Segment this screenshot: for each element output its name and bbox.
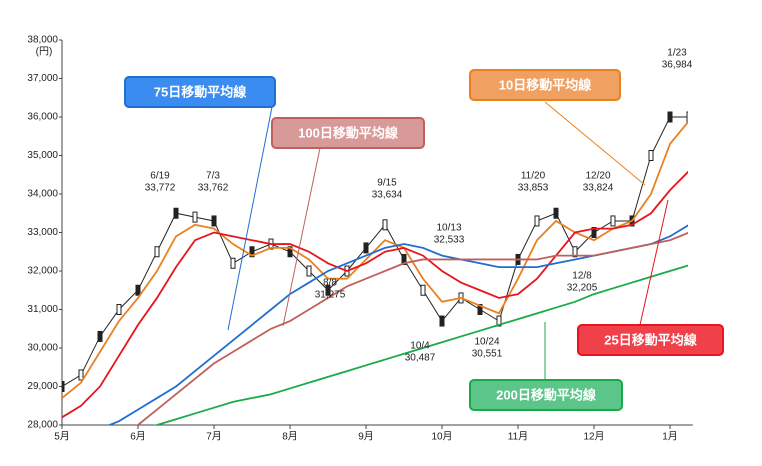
price-candle [496,315,502,327]
y-tick-label: 30,000 [27,343,58,354]
legend-label: 100日移動平均線 [298,125,399,140]
annotation-value: 30,551 [472,349,503,360]
price-candle [230,257,236,269]
price-candle [287,246,293,258]
annotation-date: 6/19 [150,171,170,182]
price-candle [610,215,616,227]
x-tick-label: 6月 [130,431,146,443]
price-candle [534,215,540,227]
annotation-value: 32,533 [434,235,465,246]
annotation-date: 10/13 [436,223,461,234]
x-tick-label: 9月 [358,431,374,443]
annotation-value: 31,275 [315,290,346,301]
legend-box: 10日移動平均線 [469,69,621,101]
y-tick-label: 38,000 [27,35,58,46]
annotation-value: 33,824 [583,183,614,194]
legend-box: 25日移動平均線 [577,324,724,356]
ma-line [107,224,688,425]
x-tick-label: 11月 [508,431,528,443]
y-tick-label: 36,000 [27,112,58,123]
y-tick-label: 35,000 [27,150,58,161]
annotation-date: 11/20 [521,171,546,182]
annotation-value: 36,984 [662,60,693,71]
ma-line [153,264,688,425]
price-candle [686,111,688,123]
price-candle [591,227,597,238]
y-tick-label: 32,000 [27,266,58,277]
price-candle [420,284,426,296]
price-line [62,116,688,387]
price-candle [211,215,217,227]
ma-line [62,120,688,399]
price-candle [363,242,369,254]
annotation-value: 33,853 [518,183,549,194]
leader-line [639,199,669,326]
y-tick-label: 34,000 [27,189,58,200]
x-tick-label: 8月 [282,431,298,443]
leader-line [544,101,646,186]
annotation-value: 32,205 [567,283,598,294]
price-candle [192,211,198,223]
legend-box: 75日移動平均線 [124,76,276,108]
legend-label: 75日移動平均線 [154,84,247,99]
legend-box-bg [469,379,623,411]
price-candle [325,284,331,296]
annotation-date: 10/24 [474,337,499,348]
plot-area [62,111,688,425]
x-tick-label: 1月 [662,431,678,443]
price-candle [439,315,445,327]
price-candle [572,246,578,258]
legend-label: 10日移動平均線 [499,77,592,92]
ma-line [136,231,688,425]
leader-line [282,147,321,327]
price-candle [382,219,388,231]
legend-box-bg [469,69,621,101]
legend-box: 100日移動平均線 [271,117,425,149]
legend-box-bg [124,76,276,108]
price-candle [667,111,673,123]
price-candle [249,246,255,258]
annotation-date: 1/23 [667,48,687,59]
y-unit: (円) [36,47,53,58]
price-candle [116,304,122,315]
legend-box-bg [271,117,425,149]
annotation-date: 12/8 [572,271,592,282]
price-candle [154,246,160,258]
price-candle [97,330,103,342]
price-candle [477,304,483,315]
y-tick-label: 31,000 [27,304,58,315]
x-tick-label: 10月 [431,431,452,443]
annotation-date: 7/3 [206,171,220,182]
price-candle [78,369,84,381]
x-tick-label: 5月 [54,431,70,443]
y-tick-label: 37,000 [27,73,58,84]
ma-line [62,170,688,419]
y-tick-label: 29,000 [27,381,58,392]
price-candle [62,381,65,392]
price-candle [173,207,179,219]
annotation-date: 12/20 [585,171,610,182]
annotation-value: 30,487 [405,353,436,364]
price-candle [135,284,141,296]
annotation-date: 8/8 [323,278,337,289]
leader-line [227,106,273,331]
annotation-value: 33,762 [198,183,229,194]
y-tick-label: 28,000 [27,420,58,431]
annotation-date: 10/4 [410,341,430,352]
x-tick-label: 7月 [206,431,222,443]
legend-label: 200日移動平均線 [496,387,597,402]
price-candle [553,207,559,219]
x-tick-label: 12月 [583,431,604,443]
legend-box-bg [577,324,724,356]
legend-label: 25日移動平均線 [604,332,697,347]
annotation-value: 33,772 [145,183,176,194]
annotation-value: 33,634 [372,190,403,201]
annotation-date: 9/15 [377,178,397,189]
price-candle [401,253,407,265]
legend-box: 200日移動平均線 [469,379,623,411]
price-candle [648,150,654,161]
y-tick-label: 33,000 [27,227,58,238]
price-candle [306,265,312,277]
